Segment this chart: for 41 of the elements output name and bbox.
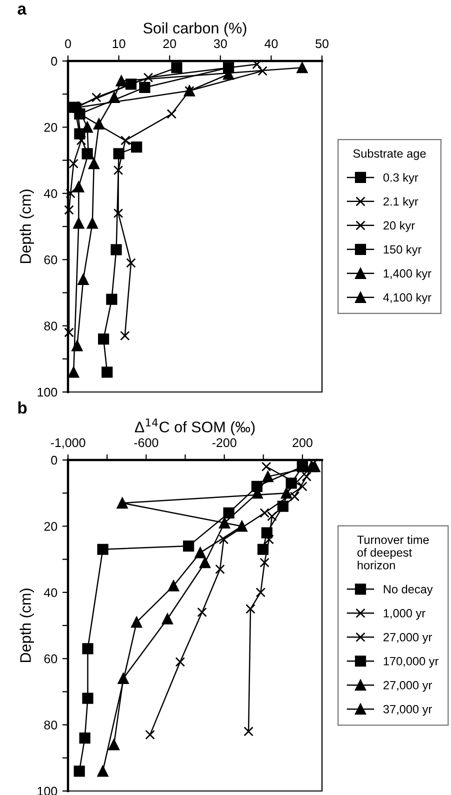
y-tick-label: 80	[44, 720, 58, 730]
y-tick-label: 40	[44, 588, 58, 598]
x-tick-label: -600	[134, 438, 158, 448]
x-tick-label: 30	[214, 39, 227, 48]
y-tick-label: 100	[38, 388, 58, 397]
x-axis-title: Δ$^{14}$C of SOM (‰)	[134, 418, 255, 436]
x-tick-label: 200	[292, 438, 312, 448]
legend-title: Substrate age	[353, 149, 426, 160]
x-tick-label: -200	[212, 438, 236, 448]
legend-label: 27,000 yr	[384, 681, 432, 692]
legend-label: 0.3 kyr	[383, 173, 418, 184]
y-tick-label: 20	[44, 522, 58, 531]
x-tick-label: -1,000	[50, 438, 86, 449]
legend-label: 37,000 yr	[383, 705, 432, 716]
legend-label: 150 kyr	[384, 244, 422, 256]
x-tick-label: 20	[163, 39, 176, 48]
x-tick-label: 50	[316, 39, 328, 48]
legend-label: 2.1 kyr	[384, 197, 418, 208]
x-tick-label: 10	[112, 39, 126, 48]
y-tick-label: 60	[44, 255, 58, 264]
y-axis-title: Depth (cm)	[20, 588, 34, 662]
y-tick-label: 80	[44, 322, 58, 330]
legend-label: 1,000 yr	[384, 609, 426, 620]
text: a	[18, 6, 27, 15]
legend-label: 1,400 kyr	[384, 268, 432, 280]
x-axis-title: Soil carbon (%)	[143, 22, 246, 37]
y-axis-title: Depth (cm)	[20, 190, 34, 264]
y-tick-label: 0	[51, 56, 58, 66]
legend-label: No decay	[384, 584, 433, 596]
y-tick-label: 20	[44, 123, 58, 132]
legend-title: Turnover time of deepest horizon	[357, 535, 429, 570]
legend-label: 170,000 yr	[384, 657, 439, 668]
y-tick-label: 60	[44, 654, 58, 664]
x-tick-label: 0	[65, 39, 71, 48]
legend-label: 4,100 kyr	[383, 292, 432, 304]
x-tick-label: 40	[264, 39, 278, 48]
legend-label: 20 kyr	[384, 220, 415, 232]
y-tick-label: 40	[44, 189, 58, 198]
text: b	[18, 401, 27, 414]
y-tick-label: 0	[51, 456, 58, 465]
legend-label: 27,000 yr	[384, 633, 432, 644]
